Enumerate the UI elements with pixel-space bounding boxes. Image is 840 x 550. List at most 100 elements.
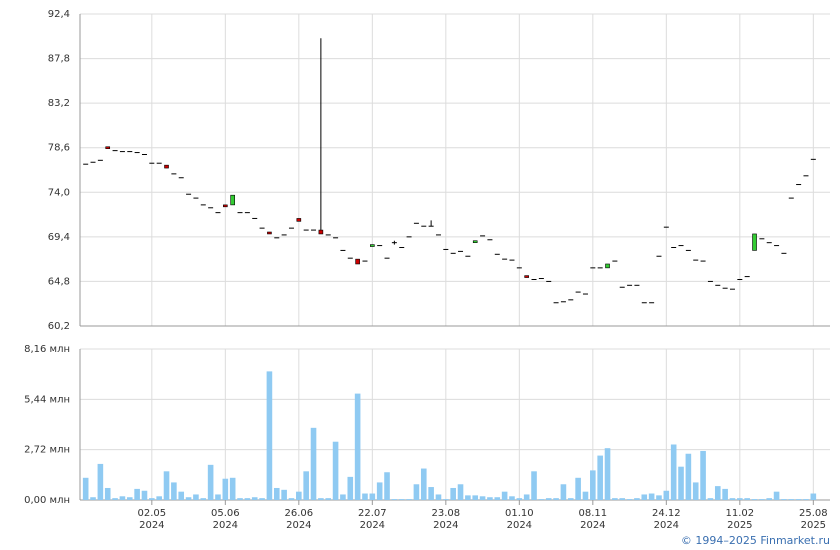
volume-bar: [648, 493, 655, 500]
y-tick-label: 69,4: [48, 232, 70, 243]
volume-bar: [700, 450, 706, 500]
volume-bar: [810, 493, 817, 500]
x-tick-label: 08.11: [579, 508, 608, 519]
volume-bar: [281, 489, 287, 500]
x-tick-label: 22.07: [358, 508, 387, 519]
y-tick-label: 74,0: [48, 187, 70, 198]
volume-bar: [751, 499, 758, 500]
volume-bar: [259, 498, 265, 500]
x-tick-year: 2024: [580, 520, 605, 531]
volume-bar: [707, 498, 714, 500]
volume-bar: [685, 453, 692, 500]
y2-tick-label: 5,44 млн: [24, 394, 70, 405]
volume-bar: [714, 486, 721, 500]
y-tick-label: 78,6: [48, 143, 70, 154]
y-tick-label: 92,4: [48, 9, 70, 20]
volume-bar: [457, 484, 464, 500]
x-tick-year: 2024: [433, 520, 458, 531]
volume-bar: [391, 499, 398, 500]
volume-bar: [296, 491, 302, 500]
volume-bar: [737, 498, 743, 500]
volume-bar: [663, 490, 670, 500]
volume-bar: [465, 495, 471, 500]
volume-bar: [97, 463, 104, 500]
volume-bar: [376, 482, 383, 500]
x-tick-label: 11.02: [726, 508, 755, 519]
volume-bar: [626, 499, 633, 500]
volume-bar: [104, 487, 111, 500]
volume-bar: [222, 478, 229, 500]
candle-body: [296, 218, 302, 222]
candle-body: [105, 146, 111, 149]
volume-bar: [178, 491, 185, 500]
volume-bar: [729, 498, 736, 500]
volume-bar: [450, 487, 456, 500]
volume-bar: [82, 477, 89, 500]
volume-bar: [670, 444, 677, 500]
volume-bar: [251, 497, 258, 500]
volume-bar: [435, 494, 442, 500]
y-tick-label: 83,2: [48, 98, 70, 109]
x-tick-label: 24.12: [652, 508, 681, 519]
y-tick-label: 87,8: [48, 54, 70, 65]
x-tick-year: 2025: [727, 520, 752, 531]
volume-bar: [134, 488, 140, 500]
volume-bar: [545, 498, 552, 500]
volume-bar: [413, 484, 420, 500]
candle-body: [370, 244, 375, 247]
x-tick-label: 05.06: [211, 508, 240, 519]
volume-bar: [237, 498, 243, 500]
volume-bar: [185, 497, 192, 500]
volume-bar: [340, 494, 346, 500]
volume-bar: [325, 498, 332, 500]
volume-bar: [215, 494, 221, 500]
volume-bar: [163, 471, 170, 500]
volume-bar: [494, 497, 501, 500]
candle-body: [164, 164, 169, 169]
volume-bar: [795, 499, 802, 500]
volume-bar: [332, 441, 339, 500]
x-tick-label: 02.05: [138, 508, 167, 519]
volume-bar: [634, 498, 640, 500]
volume-bar: [678, 466, 684, 500]
volume-bar: [509, 496, 515, 500]
volume-bar: [619, 498, 626, 500]
volume-bar: [516, 498, 523, 500]
volume-bar: [362, 493, 368, 500]
y2-tick-label: 0,00 млн: [24, 495, 70, 506]
volume-bar: [443, 499, 449, 500]
volume-bar: [567, 498, 574, 500]
volume-bar: [766, 498, 773, 500]
volume-bar: [420, 468, 427, 500]
volume-bar: [126, 497, 133, 500]
volume-bar: [141, 490, 148, 500]
volume-bar: [590, 470, 596, 500]
volume-bar: [384, 472, 390, 500]
x-tick-year: 2024: [507, 520, 532, 531]
volume-bar: [656, 495, 662, 500]
volume-bar: [149, 498, 155, 500]
y2-tick-label: 2,72 млн: [24, 445, 70, 456]
volume-bar: [244, 498, 251, 500]
candle-body: [267, 231, 272, 235]
volume-bar: [722, 488, 728, 500]
volume-bar: [597, 455, 603, 500]
volume-bar: [538, 499, 545, 500]
candle-body: [355, 258, 360, 265]
volume-bar: [229, 477, 236, 500]
volume-bar: [612, 498, 618, 500]
x-tick-label: 01.10: [505, 508, 534, 519]
candle-body: [524, 275, 529, 278]
volume-bar: [553, 498, 559, 500]
volume-bar: [582, 491, 589, 500]
volume-bar: [501, 491, 508, 500]
candle-body: [605, 263, 610, 269]
volume-bar: [171, 482, 177, 500]
volume-bar: [200, 498, 207, 500]
volume-bar: [266, 371, 273, 500]
volume-bar: [575, 477, 581, 500]
y2-tick-label: 8,16 млн: [24, 344, 70, 355]
x-tick-label: 25.08: [799, 508, 828, 519]
volume-bar: [347, 476, 354, 500]
volume-bar: [369, 493, 376, 500]
